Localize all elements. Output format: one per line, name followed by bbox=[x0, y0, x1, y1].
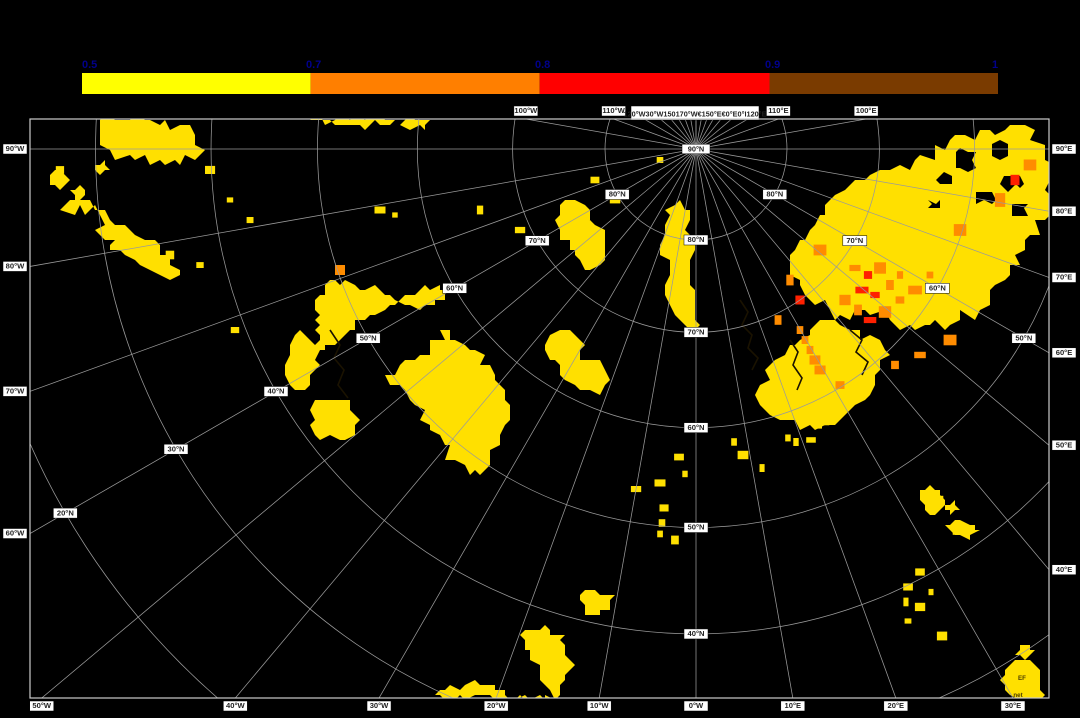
svg-text:50°N: 50°N bbox=[360, 333, 377, 342]
svg-text:80°N: 80°N bbox=[609, 190, 626, 199]
svg-text:40°W: 40°W bbox=[226, 701, 245, 710]
svg-text:30°N: 30°N bbox=[168, 444, 185, 453]
svg-text:net: net bbox=[1013, 692, 1022, 699]
svg-text:80°W: 80°W bbox=[6, 262, 25, 271]
svg-text:0.8: 0.8 bbox=[535, 59, 550, 71]
svg-text:60°W: 60°W bbox=[6, 529, 25, 538]
svg-text:40°N: 40°N bbox=[688, 629, 705, 638]
svg-text:70°W: 70°W bbox=[6, 387, 25, 396]
svg-text:90°N: 90°N bbox=[688, 145, 705, 154]
svg-text:100°W: 100°W bbox=[514, 106, 538, 115]
svg-text:50°N: 50°N bbox=[688, 523, 705, 532]
svg-text:60°N: 60°N bbox=[446, 284, 463, 293]
svg-text:10°E: 10°E bbox=[785, 701, 802, 710]
svg-text:80°N: 80°N bbox=[688, 235, 705, 244]
svg-text:110°E: 110°E bbox=[768, 106, 788, 115]
svg-text:90°E: 90°E bbox=[1056, 144, 1073, 153]
svg-text:120°W30°W150170°W€150°E€0°E0°I: 120°W30°W150170°W€150°E€0°E0°I120°E bbox=[624, 109, 767, 118]
svg-text:0°W: 0°W bbox=[689, 701, 704, 710]
svg-text:60°N: 60°N bbox=[929, 284, 946, 293]
svg-text:30°E: 30°E bbox=[1005, 701, 1022, 710]
svg-text:70°N: 70°N bbox=[688, 328, 705, 337]
svg-text:60°E: 60°E bbox=[1056, 348, 1073, 357]
svg-text:20°W: 20°W bbox=[487, 701, 506, 710]
svg-text:30°W: 30°W bbox=[370, 701, 389, 710]
svg-text:50°W: 50°W bbox=[32, 701, 51, 710]
svg-text:80°E: 80°E bbox=[1056, 206, 1073, 215]
svg-text:70°N: 70°N bbox=[529, 236, 546, 245]
svg-text:50°E: 50°E bbox=[1056, 440, 1073, 449]
svg-text:70°E: 70°E bbox=[1056, 273, 1073, 282]
svg-text:10°W: 10°W bbox=[590, 701, 609, 710]
svg-text:40°E: 40°E bbox=[1056, 565, 1073, 574]
svg-text:50°N: 50°N bbox=[1015, 333, 1032, 342]
svg-text:90°W: 90°W bbox=[6, 144, 25, 153]
svg-text:EF: EF bbox=[1018, 675, 1026, 682]
svg-text:0.9: 0.9 bbox=[765, 59, 780, 71]
svg-text:0.5: 0.5 bbox=[82, 59, 97, 71]
svg-text:80°N: 80°N bbox=[766, 190, 783, 199]
svg-text:110°W: 110°W bbox=[602, 106, 625, 115]
svg-text:20°N: 20°N bbox=[57, 508, 74, 517]
svg-text:60°N: 60°N bbox=[688, 423, 705, 432]
svg-text:1: 1 bbox=[992, 59, 998, 71]
svg-text:100°E: 100°E bbox=[856, 106, 877, 115]
svg-text:20°E: 20°E bbox=[888, 701, 905, 710]
svg-text:40°N: 40°N bbox=[268, 387, 285, 396]
svg-text:0.7: 0.7 bbox=[306, 59, 321, 71]
svg-text:70°N: 70°N bbox=[846, 236, 863, 245]
